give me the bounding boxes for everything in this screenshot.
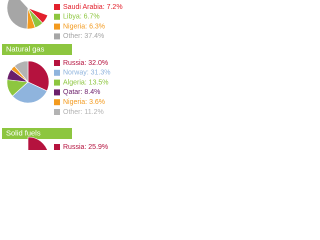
legend-swatch: [54, 79, 60, 86]
legend-swatch: [54, 109, 60, 115]
legend-swatch: [54, 4, 60, 10]
legend-swatch: [54, 60, 60, 66]
legend-label: Norway: 31.3%: [63, 70, 110, 77]
legend-swatch: [54, 33, 60, 40]
section-header-band: [2, 44, 72, 55]
legend-swatch: [54, 144, 60, 150]
legend-label: Other: 37.4%: [63, 33, 104, 40]
legend-swatch: [54, 23, 60, 30]
legend-label: Russia: 32.0%: [63, 60, 108, 67]
pie-slice: [13, 60, 29, 83]
section-title: Natural gas: [6, 44, 45, 53]
legend-label: Libya: 6.7%: [63, 14, 100, 21]
legend-label: Nigeria: 3.6%: [63, 99, 105, 106]
infographic: Natural gas Solid fuels Saudi Arabia: 7.…: [2, 0, 123, 160]
legend-swatch: [54, 89, 60, 96]
legend-swatch: [54, 69, 60, 76]
pie-slice: [11, 81, 48, 104]
legend-label: Other: 11.2%: [63, 109, 104, 116]
section-title: Solid fuels: [6, 128, 41, 137]
legend-label: Saudi Arabia: 7.2%: [63, 4, 123, 11]
legend-label: Russia: 25.9%: [63, 144, 108, 150]
pie-slice: [27, 60, 50, 92]
legend-label: Algeria: 13.5%: [63, 79, 109, 86]
pie-slice: [6, 0, 29, 30]
legend-label: Nigeria: 6.3%: [63, 23, 105, 30]
legend-swatch: [54, 13, 60, 20]
legend-swatch: [54, 99, 60, 106]
section-header-band: [2, 128, 72, 139]
legend-label: Qatar: 8.4%: [63, 89, 100, 96]
